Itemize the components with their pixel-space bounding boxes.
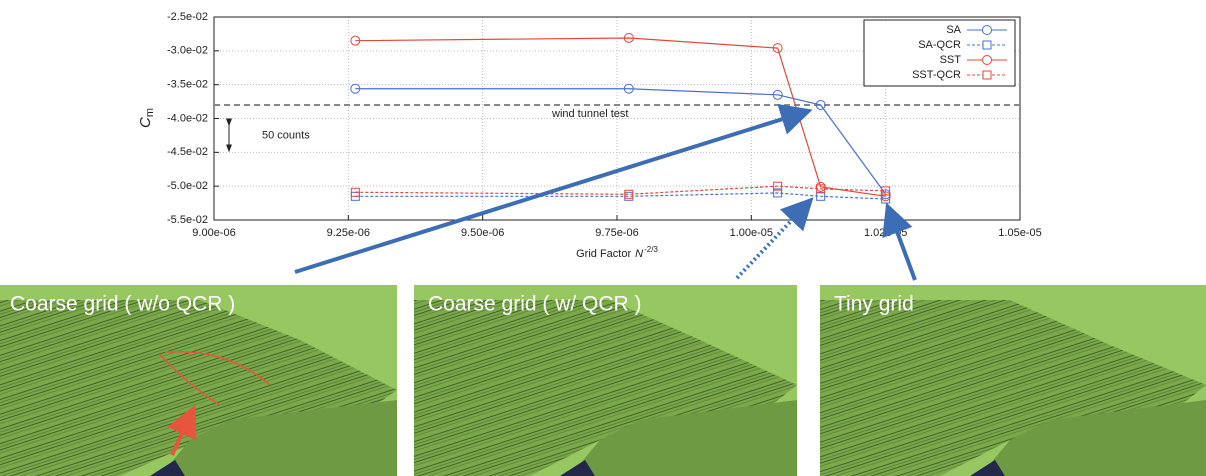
legend-marker <box>983 56 992 65</box>
series-line <box>355 186 885 194</box>
x-tick-label: 9.00e-06 <box>192 227 235 239</box>
x-axis-label-part: N <box>635 248 643 260</box>
image-panels: Coarse grid ( w/o QCR ) Coarse grid ( w/… <box>0 285 1206 476</box>
legend-label: SST-QCR <box>912 69 961 81</box>
x-tick-label: 1.05e-05 <box>998 227 1041 239</box>
panel-label: Coarse grid ( w/ QCR ) <box>428 293 642 316</box>
x-tick-label: 9.25e-06 <box>327 227 370 239</box>
legend-label: SA <box>946 24 961 36</box>
panel: Tiny grid <box>820 285 1206 476</box>
y-axis-label-part: m <box>144 108 156 117</box>
plot: -2.5e-02 -3.0e-02 -3.5e-02 -4.0e-02 -4.5e-02… <box>137 11 1042 260</box>
page: Coarse grid ( w/o QCR ) Coarse grid ( w/… <box>0 0 1206 476</box>
panel: Coarse grid ( w/o QCR ) <box>0 285 397 476</box>
x-axis-label-part: -2/3 <box>644 245 658 254</box>
reference-label: wind tunnel test <box>551 108 628 120</box>
x-axis-label-part: Grid Factor <box>576 248 631 260</box>
y-tick-label: -5.0e-02 <box>167 180 208 192</box>
y-axis-label: Cm <box>137 108 156 128</box>
panel-label: Tiny grid <box>834 293 914 316</box>
y-tick-label: -4.0e-02 <box>167 112 208 124</box>
y-tick-label: -3.5e-02 <box>167 79 208 91</box>
y-tick-label: -2.5e-02 <box>167 11 208 23</box>
legend-label: SST <box>940 54 962 66</box>
x-axis-label: Grid Factor N-2/3 <box>576 245 658 260</box>
legend-marker <box>983 71 991 79</box>
panel-label: Coarse grid ( w/o QCR ) <box>10 293 235 316</box>
x-tick-label: 1.00e-05 <box>730 227 773 239</box>
span-label: 50 counts <box>262 129 310 141</box>
y-tick-label: -4.5e-02 <box>167 146 208 158</box>
panel: Coarse grid ( w/ QCR ) <box>414 285 797 476</box>
y-tick-label: -3.0e-02 <box>167 45 208 57</box>
x-tick-label: 9.50e-06 <box>461 227 504 239</box>
legend-marker <box>983 26 992 35</box>
legend-marker <box>983 41 991 49</box>
y-axis-label-part: C <box>137 117 154 128</box>
y-tick-label: -5.5e-02 <box>167 214 208 226</box>
x-tick-label: 9.75e-06 <box>595 227 638 239</box>
figure: Coarse grid ( w/o QCR ) Coarse grid ( w/… <box>0 0 1206 476</box>
legend-label: SA-QCR <box>918 39 961 51</box>
